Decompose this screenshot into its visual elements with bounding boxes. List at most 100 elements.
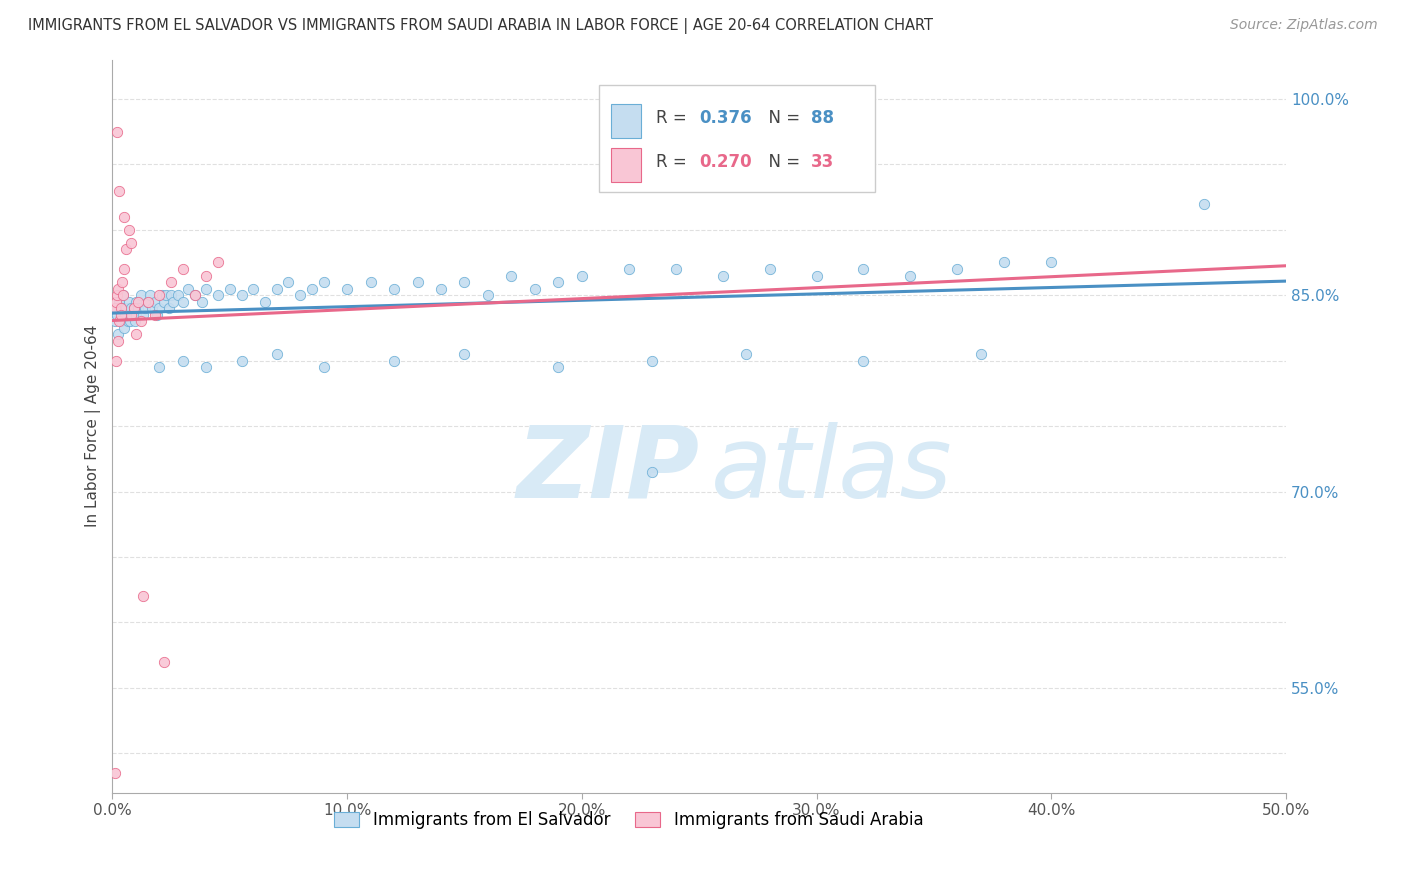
Point [150, 288, 173, 302]
Point [108, 314, 131, 328]
Point [641, 353, 664, 368]
Point [107, 282, 129, 296]
Point [104, 301, 127, 316]
Point [139, 288, 162, 302]
FancyBboxPatch shape [612, 104, 641, 138]
Point [453, 275, 475, 289]
Point [195, 268, 218, 283]
Point [112, 262, 135, 277]
Point [172, 294, 194, 309]
Point [115, 301, 138, 316]
Point [160, 288, 183, 302]
Point [207, 255, 229, 269]
Point [146, 308, 169, 322]
Point [153, 294, 176, 309]
Point [1192, 196, 1215, 211]
Point [195, 360, 218, 375]
Point [183, 288, 205, 302]
Text: 0.270: 0.270 [699, 153, 752, 171]
Point [112, 321, 135, 335]
Point [806, 268, 828, 283]
Point [104, 766, 127, 780]
Point [129, 314, 152, 328]
Point [852, 353, 875, 368]
Point [167, 288, 190, 302]
Point [132, 589, 155, 603]
Point [183, 288, 205, 302]
Point [231, 288, 253, 302]
Point [1040, 255, 1063, 269]
Point [105, 308, 128, 322]
Point [382, 353, 405, 368]
Point [143, 308, 166, 322]
Point [125, 308, 148, 322]
Point [665, 262, 688, 277]
Point [118, 294, 141, 309]
Point [735, 347, 758, 361]
Point [120, 301, 142, 316]
Point [162, 294, 184, 309]
Point [141, 301, 163, 316]
Point [124, 314, 146, 328]
Point [231, 353, 253, 368]
Point [453, 347, 475, 361]
Point [129, 288, 152, 302]
Point [312, 360, 335, 375]
Point [111, 288, 134, 302]
Point [136, 294, 159, 309]
Point [406, 275, 429, 289]
Legend: Immigrants from El Salvador, Immigrants from Saudi Arabia: Immigrants from El Salvador, Immigrants … [328, 805, 929, 836]
Point [134, 301, 156, 316]
Point [120, 308, 142, 322]
Point [312, 275, 335, 289]
Text: R =: R = [655, 109, 692, 128]
Point [160, 275, 183, 289]
Y-axis label: In Labor Force | Age 20-64: In Labor Force | Age 20-64 [86, 325, 101, 527]
Point [157, 301, 180, 316]
Point [266, 347, 288, 361]
Point [571, 268, 593, 283]
Point [172, 353, 194, 368]
Text: N =: N = [758, 109, 806, 128]
Point [155, 288, 177, 302]
Point [190, 294, 212, 309]
Point [360, 275, 382, 289]
Text: R =: R = [655, 153, 692, 171]
Point [288, 288, 311, 302]
Point [127, 294, 149, 309]
Point [125, 327, 148, 342]
Point [641, 465, 664, 479]
Point [108, 184, 131, 198]
Point [148, 360, 170, 375]
Point [852, 262, 875, 277]
Point [118, 314, 141, 328]
Point [143, 294, 166, 309]
Point [104, 314, 127, 328]
Point [242, 282, 264, 296]
Point [136, 294, 159, 309]
Point [993, 255, 1015, 269]
Point [118, 223, 141, 237]
Point [108, 294, 131, 309]
Point [110, 301, 132, 316]
Point [176, 282, 198, 296]
Point [172, 262, 194, 277]
Point [125, 294, 148, 309]
Point [430, 282, 453, 296]
Text: ZIP: ZIP [516, 422, 699, 518]
Point [253, 294, 276, 309]
Point [277, 275, 299, 289]
FancyBboxPatch shape [612, 148, 641, 182]
Point [104, 294, 127, 309]
Point [110, 308, 132, 322]
Text: 33: 33 [811, 153, 834, 171]
Point [195, 282, 218, 296]
Point [107, 327, 129, 342]
Point [117, 314, 139, 328]
Point [946, 262, 969, 277]
Point [266, 282, 288, 296]
Text: Source: ZipAtlas.com: Source: ZipAtlas.com [1230, 18, 1378, 32]
Point [523, 282, 546, 296]
Point [148, 301, 170, 316]
Point [153, 655, 176, 669]
